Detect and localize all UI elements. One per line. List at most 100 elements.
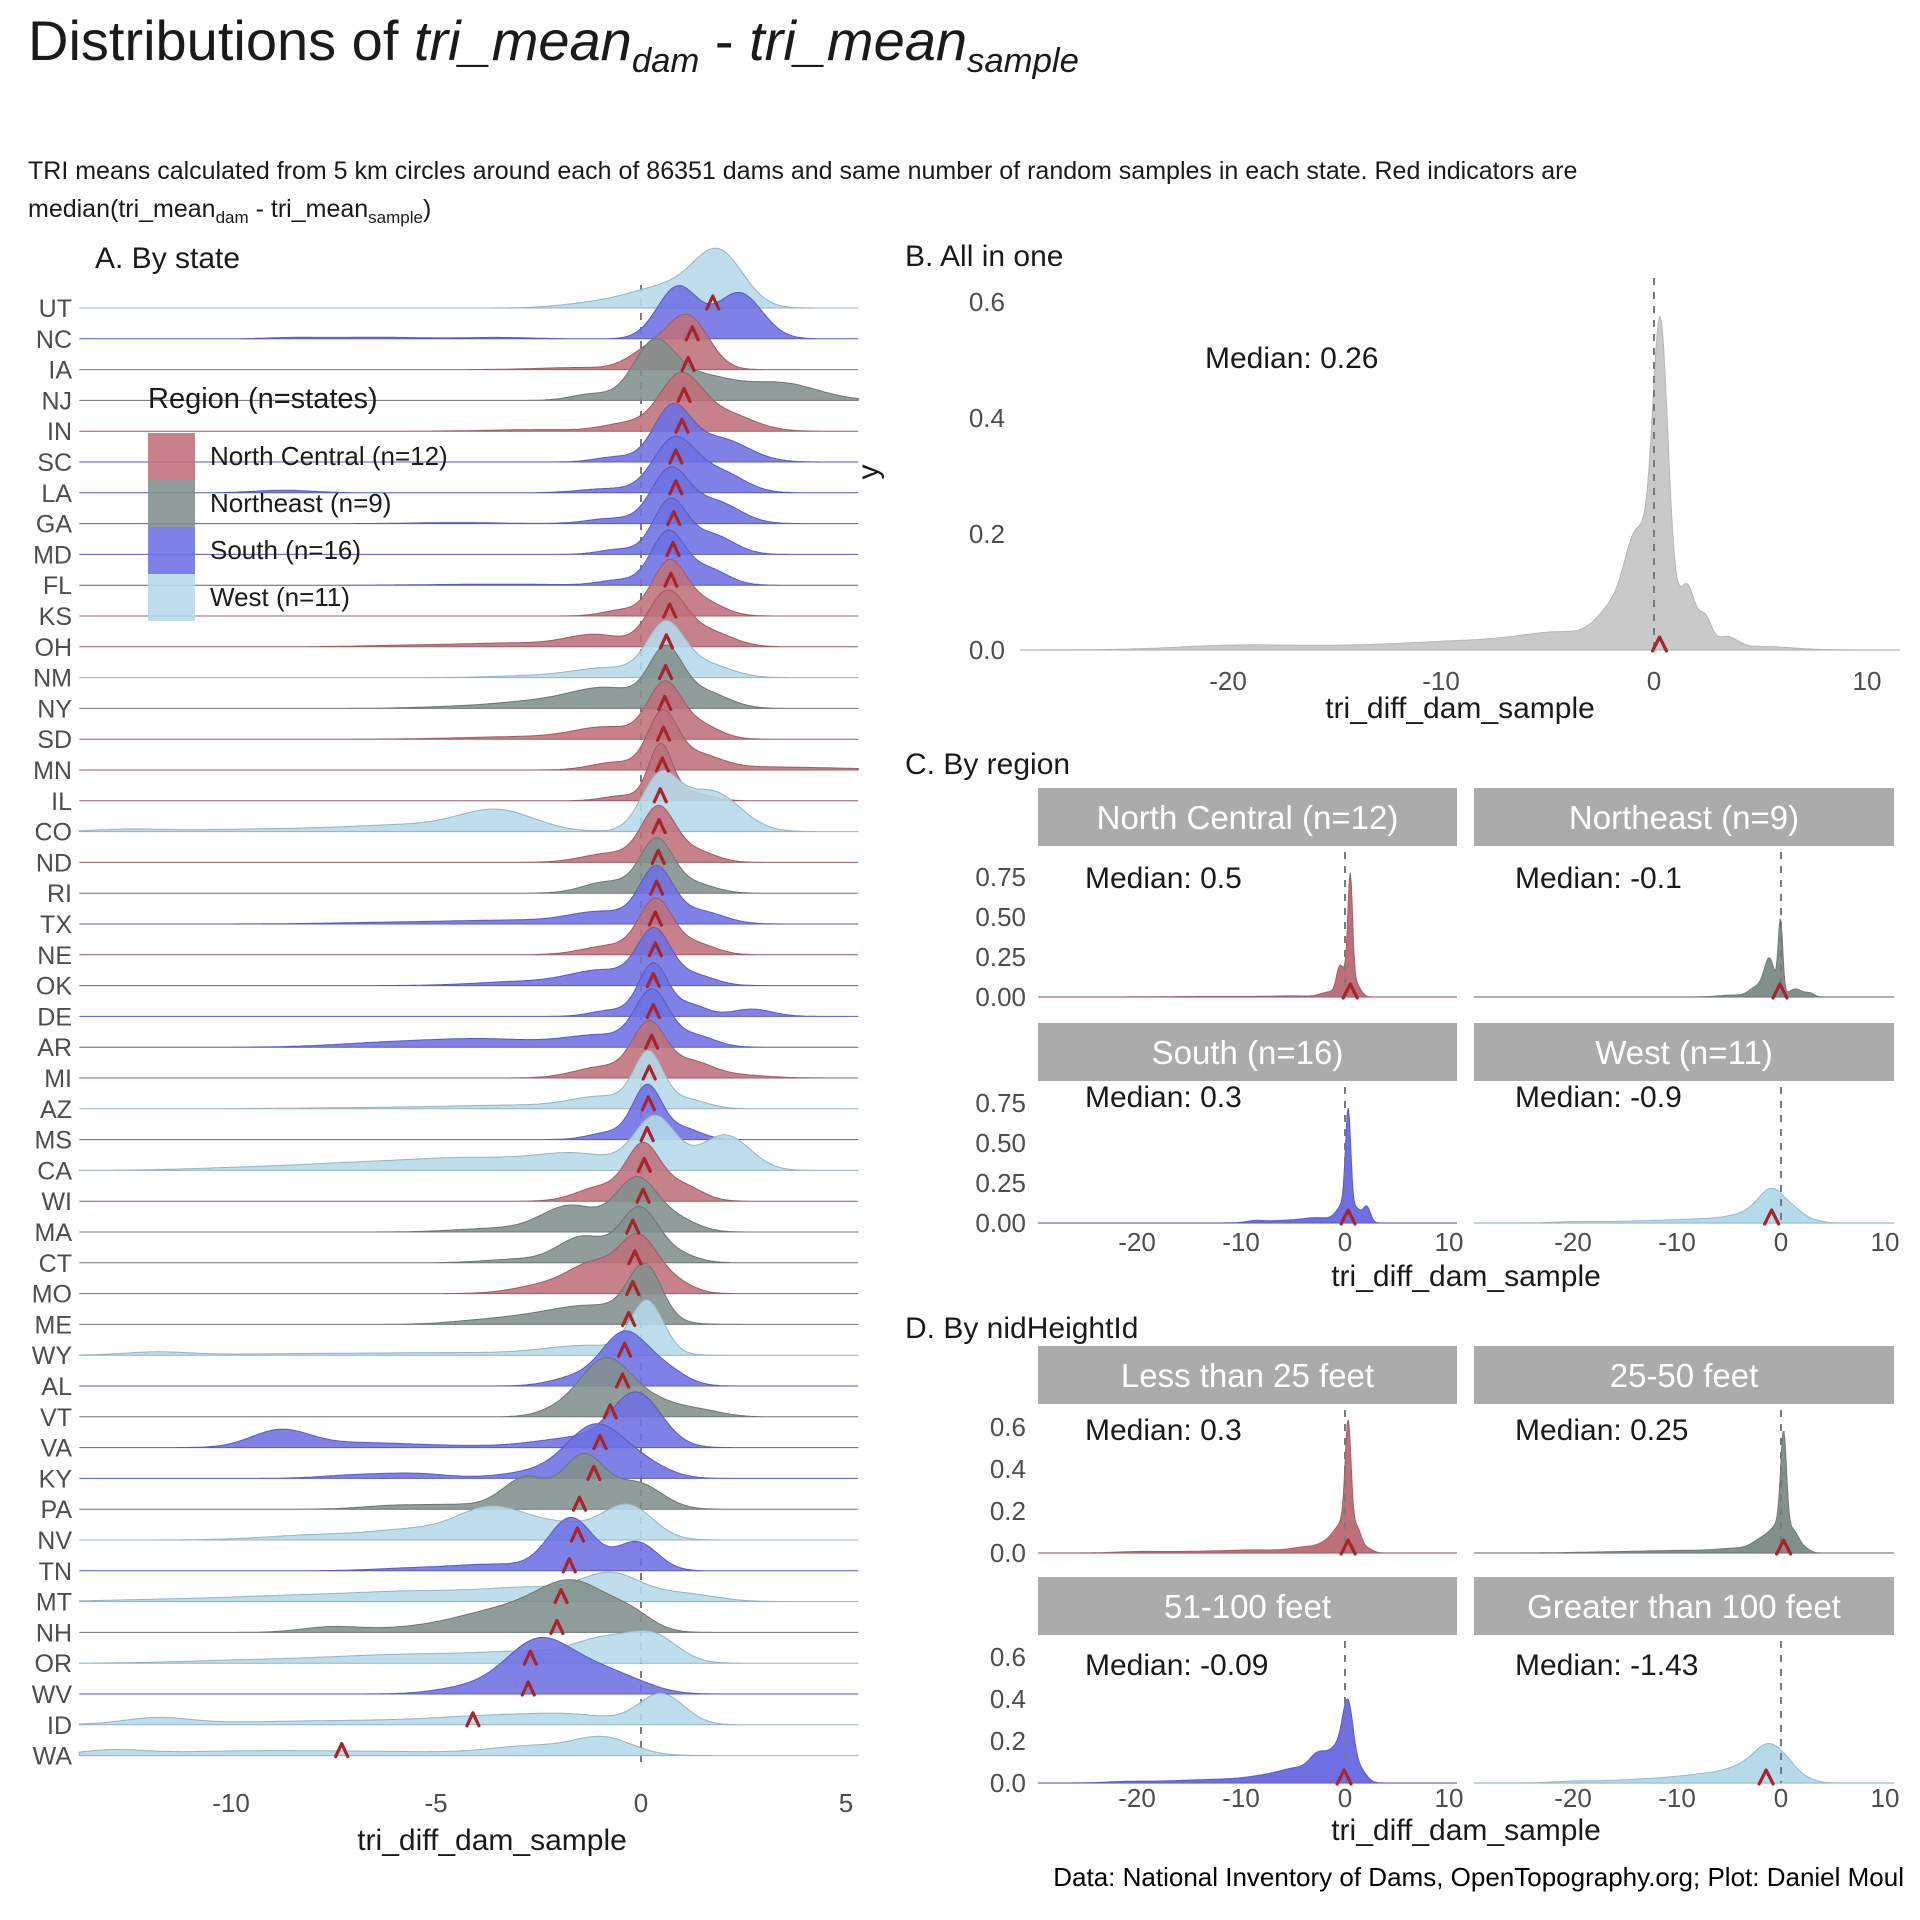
facet-density [1038, 1107, 1457, 1224]
facet-x-tick: 10 [1871, 1227, 1900, 1257]
median-caret [1335, 1768, 1353, 1786]
state-label-va: VA [41, 1435, 73, 1463]
median-annotation: Median: -0.09 [1085, 1649, 1268, 1682]
subtitle-line2-sub2: sample [368, 207, 423, 227]
subtitle-line2-p3: ) [422, 194, 432, 223]
facet-y-tick: 0.2 [990, 1496, 1026, 1526]
median-annotation: Median: 0.3 [1085, 1414, 1242, 1447]
facet-x-tick: 10 [1435, 1783, 1464, 1813]
title-var1: tri_mean [413, 9, 632, 72]
state-label-il: IL [51, 788, 72, 816]
ridge-ks [79, 558, 859, 617]
median-caret [1775, 1538, 1793, 1556]
state-label-ma: MA [35, 1219, 73, 1247]
facet-strip-label: Greater than 100 feet [1527, 1588, 1841, 1625]
ridge-sd [79, 680, 859, 740]
panel-c-x-axis-label: tri_diff_dam_sample [1331, 1260, 1601, 1293]
facet-density [1038, 1698, 1457, 1784]
state-label-ct: CT [39, 1250, 72, 1278]
subtitle-line2-sub1: dam [215, 207, 249, 227]
ridge-or [78, 1630, 859, 1664]
facet-strip-label: Less than 25 feet [1121, 1357, 1374, 1394]
state-label-nc: NC [36, 326, 72, 354]
header: Distributions of tri_meandam - tri_means… [28, 8, 1898, 81]
title-sub2: sample [967, 42, 1079, 81]
median-caret [1763, 1208, 1781, 1226]
state-label-nv: NV [37, 1527, 72, 1555]
median-caret [549, 1618, 565, 1635]
facet-strip [1474, 1023, 1894, 1081]
state-label-la: LA [41, 480, 72, 508]
median-annotation: Median: 0.5 [1085, 862, 1242, 895]
facet-x-tick: 0 [1774, 1227, 1788, 1257]
facet-x-tick: 0 [1338, 1227, 1352, 1257]
median-caret [641, 1064, 657, 1081]
caption-credit: Data: National Inventory of Dams, OpenTo… [1053, 1862, 1904, 1892]
ridge-nh [79, 1579, 859, 1633]
title-sep: - [699, 9, 750, 72]
facet-strip-label: West (n=11) [1595, 1034, 1773, 1071]
state-label-vt: VT [40, 1404, 72, 1432]
median-caret [650, 848, 666, 865]
state-label-wv: WV [32, 1681, 73, 1709]
state-label-wa: WA [33, 1743, 73, 1771]
x-axis-label-a: tri_diff_dam_sample [357, 1824, 627, 1857]
ridge-nc [79, 285, 859, 340]
state-label-nj: NJ [41, 387, 72, 415]
median-caret [668, 479, 684, 496]
facet-y-tick: 0.50 [975, 902, 1026, 932]
median-caret [571, 1495, 588, 1512]
median-caret [1771, 982, 1789, 1000]
state-label-mo: MO [32, 1281, 72, 1309]
state-label-mn: MN [33, 757, 72, 785]
legend-swatch-west [148, 574, 195, 621]
median-caret [621, 1310, 637, 1327]
state-label-ky: KY [39, 1465, 73, 1493]
ridge-fl [79, 529, 859, 586]
median-caret [662, 602, 678, 619]
x-tick-b: 10 [1853, 666, 1882, 696]
ridge-nj [79, 338, 859, 401]
facet-x-tick: -20 [1554, 1783, 1592, 1813]
ridge-de [79, 962, 859, 1017]
state-label-ri: RI [47, 880, 72, 908]
panel-c-title: C. By region [905, 748, 1070, 781]
state-label-ut: UT [39, 295, 72, 323]
state-label-ne: NE [37, 942, 72, 970]
median-caret [665, 540, 681, 557]
state-label-ar: AR [37, 1034, 72, 1062]
state-label-tx: TX [40, 911, 72, 939]
subtitle-line2-p2: - tri_mean [248, 194, 369, 223]
median-caret [663, 571, 679, 588]
legend-title: Region (n=states) [148, 383, 378, 415]
median-caret [636, 1156, 652, 1173]
state-label-tn: TN [39, 1558, 72, 1586]
state-label-sc: SC [37, 449, 72, 477]
median-caret [522, 1649, 538, 1666]
state-label-ia: IA [48, 357, 72, 385]
median-caret [561, 1557, 577, 1574]
median-caret [1339, 1208, 1357, 1226]
facet-x-tick: -10 [1222, 1227, 1260, 1257]
state-label-pa: PA [41, 1496, 73, 1524]
median-caret [674, 417, 690, 434]
title-var2: tri_mean [749, 9, 967, 72]
ridge-ga [79, 466, 859, 525]
facet-strip [1038, 1023, 1457, 1081]
y-tick-b: 0.6 [969, 287, 1005, 317]
title-prefix: Distributions of [28, 9, 414, 72]
state-label-nh: NH [36, 1619, 72, 1647]
median-caret [684, 325, 700, 342]
state-label-in: IN [47, 418, 72, 446]
facet-strip-label: South (n=16) [1152, 1034, 1344, 1071]
facet-density [1474, 1743, 1894, 1784]
median-caret [617, 1341, 633, 1358]
ridge-il [79, 742, 859, 802]
median-caret [639, 1126, 655, 1143]
median-caret [635, 1187, 651, 1204]
state-label-ny: NY [37, 695, 72, 723]
facet-strip [1474, 1577, 1894, 1635]
x-tick-b: -10 [1422, 666, 1460, 696]
